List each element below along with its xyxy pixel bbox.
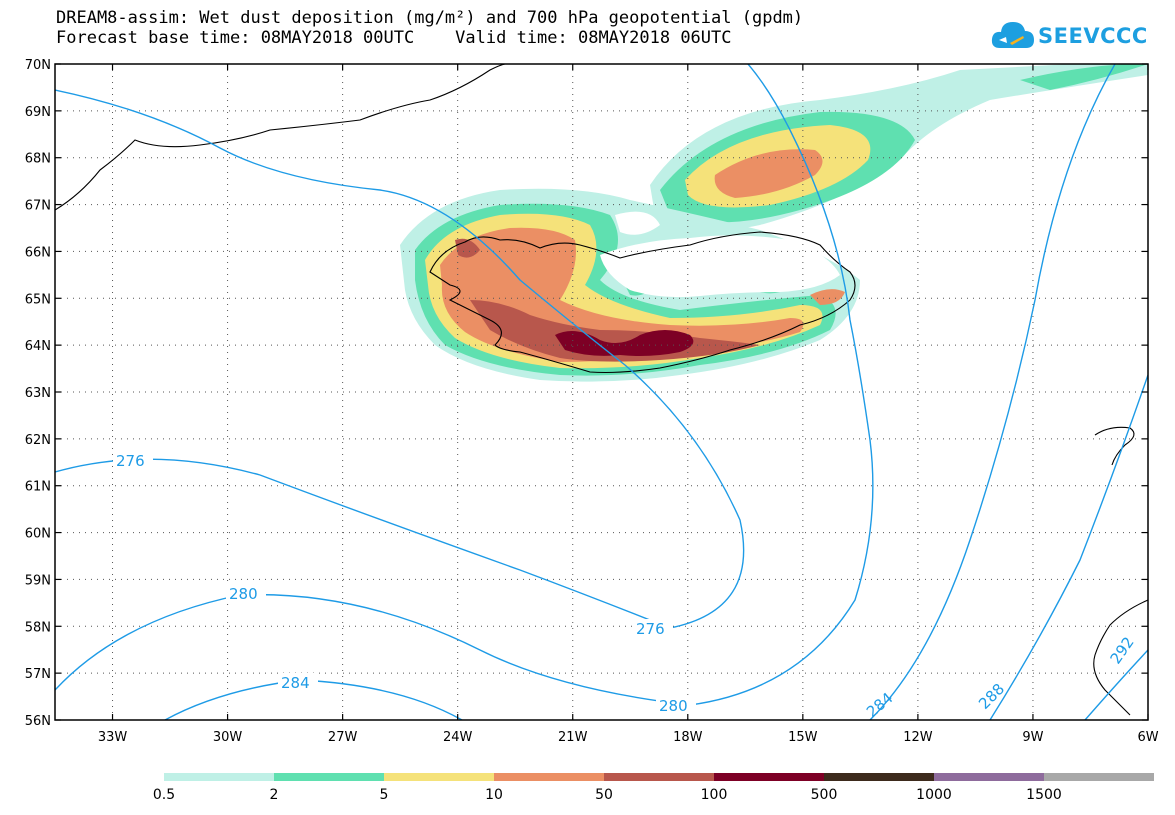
contour-276-south: [55, 458, 671, 629]
coastlines: [55, 64, 1148, 716]
map-title-line2: Forecast base time: 08MAY2018 00UTC Vali…: [56, 28, 732, 48]
faroe-coast: [1094, 426, 1135, 466]
contour-label-284-b: 284: [863, 689, 897, 721]
axis-ticks: [55, 63, 1149, 721]
colorbar-swatch: [384, 773, 494, 781]
lat-label: 63N: [25, 386, 51, 401]
logo-text: SEEVCCC: [1038, 24, 1148, 48]
lon-label: 21W: [558, 730, 588, 745]
colorbar-label: 0.5: [153, 787, 175, 803]
lat-label: 68N: [25, 152, 51, 167]
contour-label-group: 276 276 280 280 284 284 288 292: [113, 451, 1138, 721]
lat-label: 70N: [25, 58, 51, 73]
lat-label: 69N: [25, 105, 51, 120]
colorbar-swatch: [714, 773, 824, 781]
colorbar-label: 100: [701, 787, 728, 803]
colorbar-label: 2: [270, 787, 279, 803]
lat-label: 61N: [25, 480, 51, 495]
lon-label: 6W: [1137, 730, 1158, 745]
lat-label: 65N: [25, 292, 51, 307]
contour-276-north: [55, 89, 745, 629]
lon-label: 12W: [903, 730, 933, 745]
colorbar-label: 5: [380, 787, 389, 803]
lat-label: 64N: [25, 339, 51, 354]
contour-label-276-a: 276: [116, 452, 145, 470]
colorbar-label: 1500: [1026, 787, 1062, 803]
lon-label: 30W: [213, 730, 243, 745]
colorbar-swatch: [1044, 773, 1154, 781]
lat-label: 56N: [25, 714, 51, 729]
lon-label: 18W: [673, 730, 703, 745]
longitude-labels: 33W 30W 27W 24W 21W 18W 15W 12W 9W 6W: [98, 730, 1159, 745]
lon-label: 33W: [98, 730, 128, 745]
cloud-icon: [991, 22, 1034, 48]
colorbar: 0.5 2 5 10 50 100 500 1000 1500: [153, 773, 1154, 803]
contour-label-292: 292: [1107, 634, 1138, 668]
lon-label: 24W: [443, 730, 473, 745]
dust-deposition-field: [400, 64, 1148, 382]
lat-label: 60N: [25, 527, 51, 542]
contour-label-276-b: 276: [636, 620, 665, 638]
iceland-coast: [429, 231, 856, 374]
colorbar-swatch: [604, 773, 714, 781]
contour-label-284-a: 284: [281, 674, 310, 692]
colorbar-label: 500: [811, 787, 838, 803]
lat-label: 57N: [25, 667, 51, 682]
contour-280: [55, 64, 874, 706]
colorbar-label: 10: [485, 787, 503, 803]
colorbar-swatch: [934, 773, 1044, 781]
latitude-labels: 70N 69N 68N 67N 66N 65N 64N 63N 62N 61N 60N 59N 58N 5…: [25, 58, 51, 729]
map-title-line1: DREAM8-assim: Wet dust deposition (mg/m²…: [56, 8, 804, 28]
lat-label: 66N: [25, 245, 51, 260]
contour-292: [1084, 649, 1148, 720]
lon-label: 27W: [328, 730, 358, 745]
map-graticule: [55, 64, 1148, 720]
lat-label: 59N: [25, 573, 51, 588]
colorbar-swatch: [494, 773, 604, 781]
lat-label: 67N: [25, 199, 51, 214]
lon-label: 9W: [1022, 730, 1043, 745]
greenland-coast: [55, 64, 506, 211]
colorbar-swatch: [274, 773, 384, 781]
colorbar-label: 1000: [916, 787, 952, 803]
contour-288: [989, 374, 1148, 720]
contour-label-280-b: 280: [659, 697, 688, 715]
seevccc-logo: SEEVCCC: [990, 18, 1147, 54]
lon-label: 15W: [788, 730, 818, 745]
contour-label-288: 288: [975, 680, 1008, 713]
lat-label: 62N: [25, 433, 51, 448]
colorbar-swatch: [824, 773, 934, 781]
colorbar-label: 50: [595, 787, 613, 803]
lat-label: 58N: [25, 620, 51, 635]
colorbar-swatch: [164, 773, 274, 781]
scotland-coast: [1093, 599, 1148, 716]
contour-label-280-a: 280: [229, 585, 258, 603]
